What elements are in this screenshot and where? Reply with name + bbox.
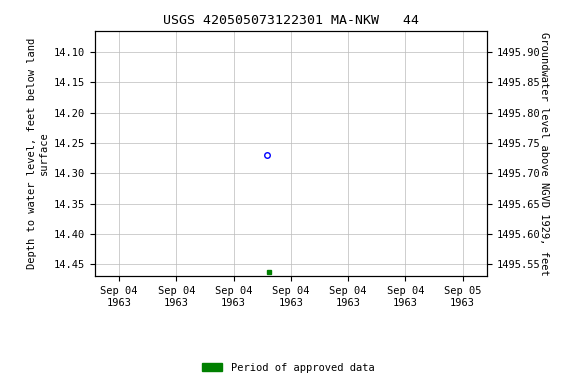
Y-axis label: Depth to water level, feet below land
surface: Depth to water level, feet below land su… [27,38,48,269]
Title: USGS 420505073122301 MA-NKW   44: USGS 420505073122301 MA-NKW 44 [163,14,419,27]
Y-axis label: Groundwater level above NGVD 1929, feet: Groundwater level above NGVD 1929, feet [539,32,548,275]
Legend: Period of approved data: Period of approved data [198,359,378,377]
